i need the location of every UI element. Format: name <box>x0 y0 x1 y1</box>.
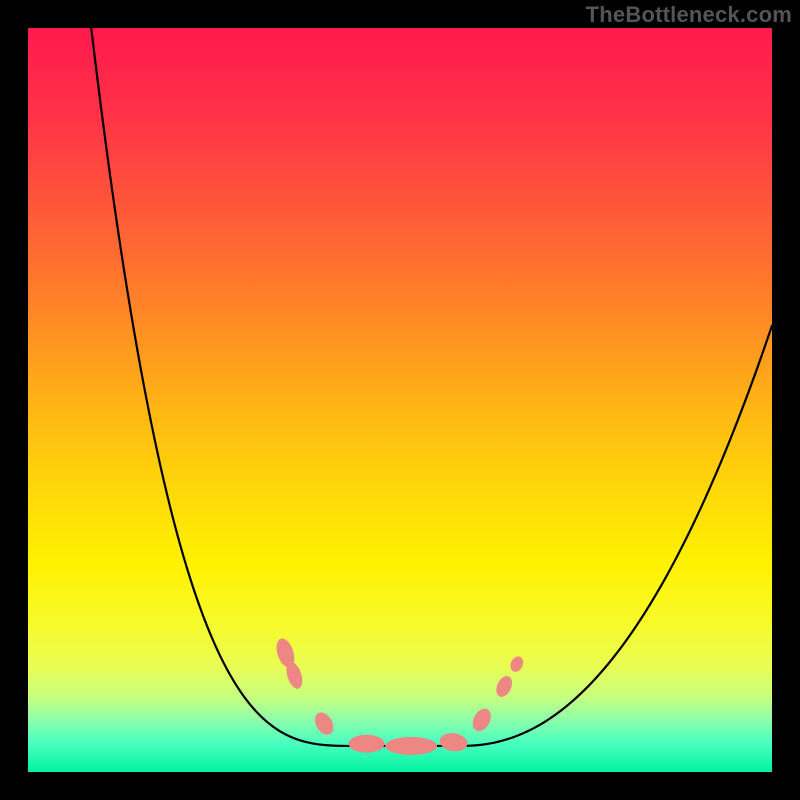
plot-background <box>28 28 772 772</box>
plot-area <box>28 28 772 772</box>
bottleneck-chart <box>28 28 772 772</box>
curve-marker <box>349 735 385 753</box>
curve-marker <box>385 737 437 755</box>
chart-canvas: TheBottleneck.com <box>0 0 800 800</box>
watermark-text: TheBottleneck.com <box>586 2 792 28</box>
